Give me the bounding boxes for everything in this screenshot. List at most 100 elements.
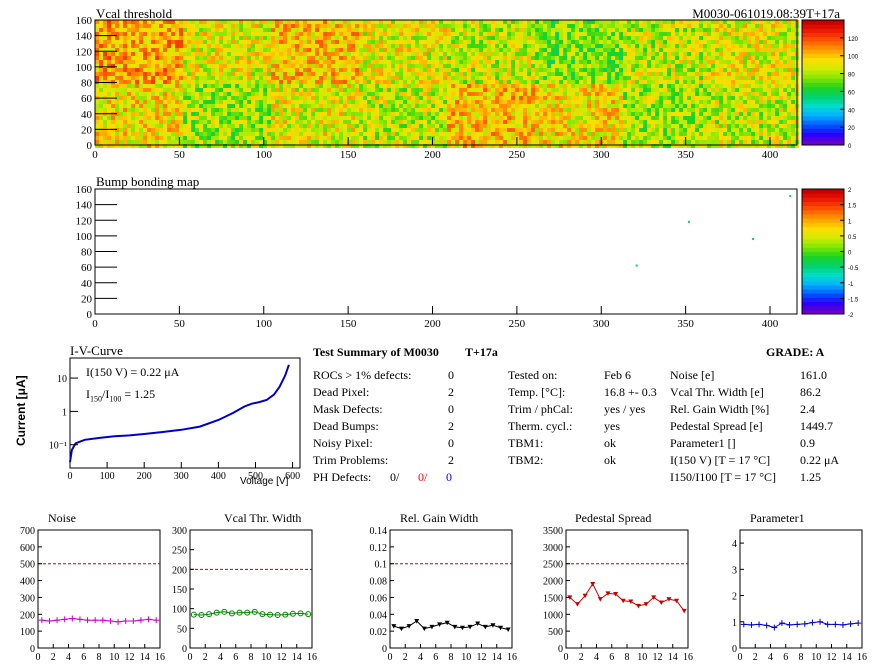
heatmap-cell	[591, 64, 595, 68]
heatmap-cell	[699, 44, 703, 48]
heatmap-cell	[423, 112, 427, 116]
heatmap-cell	[619, 20, 623, 24]
heatmap-cell	[171, 32, 175, 36]
heatmap-cell	[755, 40, 759, 44]
heatmap-cell	[627, 60, 631, 64]
heatmap-cell	[151, 116, 155, 120]
heatmap-cell	[163, 32, 167, 36]
heatmap-cell	[555, 84, 559, 88]
heatmap-cell	[487, 100, 491, 104]
heatmap-cell	[663, 72, 667, 76]
heatmap-cell	[655, 28, 659, 32]
heatmap-cell	[467, 60, 471, 64]
heatmap-cell	[263, 56, 267, 60]
heatmap-cell	[727, 112, 731, 116]
heatmap-cell	[371, 60, 375, 64]
heatmap-cell	[459, 60, 463, 64]
heatmap-cell	[159, 104, 163, 108]
heatmap-cell	[283, 60, 287, 64]
heatmap-cell	[703, 64, 707, 68]
heatmap-cell	[699, 32, 703, 36]
heatmap-cell	[587, 112, 591, 116]
heatmap-cell	[199, 60, 203, 64]
heatmap-cell	[791, 100, 795, 104]
heatmap-cell	[775, 56, 779, 60]
heatmap-cell	[375, 36, 379, 40]
heatmap-cell	[515, 36, 519, 40]
heatmap-cell	[435, 128, 439, 132]
heatmap-cell	[515, 88, 519, 92]
heatmap-cell	[575, 124, 579, 128]
heatmap-cell	[223, 48, 227, 52]
heatmap-cell	[531, 60, 535, 64]
heatmap-cell	[419, 72, 423, 76]
heatmap-cell	[775, 112, 779, 116]
heatmap-cell	[639, 44, 643, 48]
heatmap-cell	[203, 68, 207, 72]
heatmap-cell	[447, 44, 451, 48]
heatmap-cell	[531, 124, 535, 128]
heatmap-cell	[771, 120, 775, 124]
heatmap-cell	[259, 104, 263, 108]
heatmap-cell	[147, 52, 151, 56]
heatmap-cell	[95, 68, 99, 72]
heatmap-cell	[595, 32, 599, 36]
heatmap-cell	[107, 36, 111, 40]
heatmap-cell	[99, 44, 103, 48]
heatmap-cell	[295, 20, 299, 24]
heatmap-cell	[435, 32, 439, 36]
heatmap-cell	[495, 56, 499, 60]
heatmap-cell	[259, 24, 263, 28]
heatmap-cell	[191, 132, 195, 136]
heatmap-cell	[319, 72, 323, 76]
heatmap-cell	[491, 64, 495, 68]
heatmap-cell	[223, 124, 227, 128]
heatmap-cell	[451, 64, 455, 68]
heatmap-cell	[619, 112, 623, 116]
heatmap-cell	[655, 56, 659, 60]
heatmap-cell	[551, 124, 555, 128]
heatmap-cell	[571, 96, 575, 100]
heatmap-cell	[699, 108, 703, 112]
heatmap-cell	[143, 96, 147, 100]
heatmap-cell	[239, 44, 243, 48]
heatmap-cell	[223, 20, 227, 24]
heatmap-cell	[495, 24, 499, 28]
heatmap-cell	[727, 44, 731, 48]
heatmap-cell	[547, 28, 551, 32]
heatmap-cell	[447, 68, 451, 72]
heatmap-cell	[551, 120, 555, 124]
heatmap-cell	[739, 68, 743, 72]
heatmap-cell	[751, 56, 755, 60]
heatmap-cell	[779, 64, 783, 68]
heatmap-cell	[259, 52, 263, 56]
heatmap-cell	[663, 28, 667, 32]
heatmap-cell	[267, 44, 271, 48]
heatmap-cell	[583, 20, 587, 24]
heatmap-cell	[483, 20, 487, 24]
heatmap-cell	[475, 100, 479, 104]
heatmap-cell	[635, 28, 639, 32]
heatmap-cell	[531, 100, 535, 104]
heatmap-cell	[315, 96, 319, 100]
heatmap-cell	[751, 24, 755, 28]
heatmap-cell	[207, 36, 211, 40]
heatmap-cell	[683, 128, 687, 132]
heatmap-cell	[443, 44, 447, 48]
heatmap-cell	[679, 56, 683, 60]
heatmap-cell	[155, 88, 159, 92]
heatmap-cell	[515, 116, 519, 120]
heatmap-cell	[719, 92, 723, 96]
heatmap-cell	[239, 100, 243, 104]
heatmap-cell	[479, 52, 483, 56]
heatmap-cell	[243, 40, 247, 44]
heatmap-cell	[115, 116, 119, 120]
heatmap-cell	[219, 60, 223, 64]
heatmap-cell	[751, 28, 755, 32]
heatmap-cell	[431, 100, 435, 104]
heatmap-cell	[627, 28, 631, 32]
heatmap-cell	[427, 60, 431, 64]
heatmap-cell	[695, 112, 699, 116]
heatmap-cell	[431, 72, 435, 76]
heatmap-cell	[191, 48, 195, 52]
